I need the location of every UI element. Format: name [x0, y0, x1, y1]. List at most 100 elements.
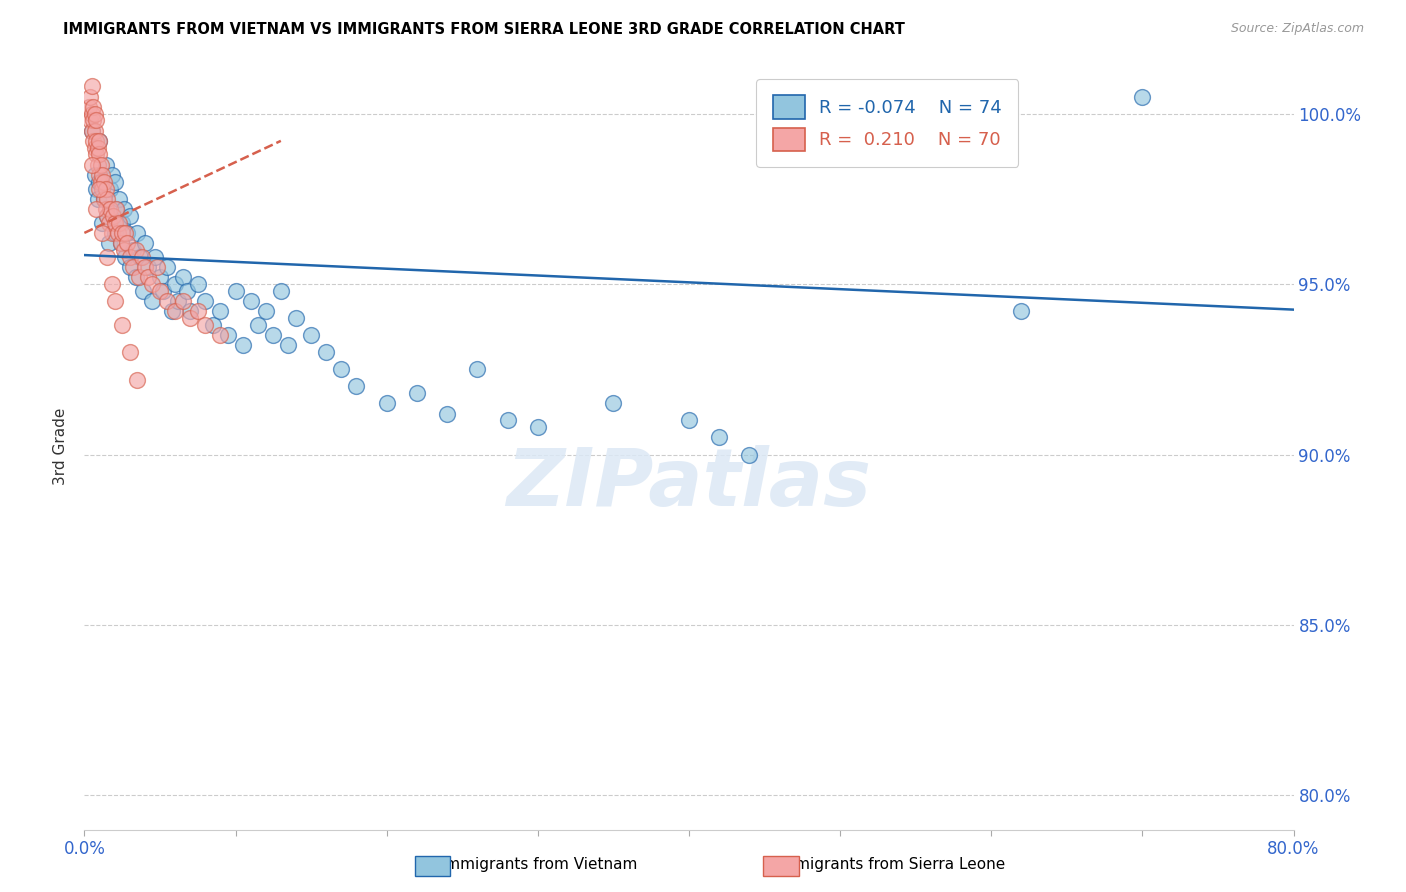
Point [90, 158, 112, 172]
Point [496, 413, 519, 427]
Point [86, 181, 108, 195]
Point [270, 284, 292, 298]
Point [254, 304, 277, 318]
Point [93, 192, 115, 206]
Point [111, 318, 134, 332]
Point [165, 277, 187, 291]
Point [112, 243, 135, 257]
Point [134, 236, 156, 251]
Point [80, 158, 103, 172]
Point [225, 284, 247, 298]
Point [209, 304, 232, 318]
Point [346, 379, 368, 393]
Text: Immigrants from Vietnam: Immigrants from Vietnam [432, 857, 637, 872]
Point [467, 362, 489, 376]
Point [89, 181, 111, 195]
Point [194, 318, 217, 332]
Point [209, 328, 232, 343]
Point [165, 304, 187, 318]
Point [299, 328, 322, 343]
Point [105, 202, 128, 216]
Point [100, 226, 122, 240]
Point [127, 226, 149, 240]
Point [145, 250, 167, 264]
Point [89, 168, 111, 182]
Point [79, 113, 101, 128]
Point [111, 216, 134, 230]
Point [101, 209, 124, 223]
Point [330, 362, 353, 376]
Point [134, 260, 156, 274]
Text: Source: ZipAtlas.com: Source: ZipAtlas.com [1230, 22, 1364, 36]
Point [141, 277, 163, 291]
Point [80, 79, 103, 94]
Point [89, 134, 111, 148]
Text: IMMIGRANTS FROM VIETNAM VS IMMIGRANTS FROM SIERRA LEONE 3RD GRADE CORRELATION CH: IMMIGRANTS FROM VIETNAM VS IMMIGRANTS FR… [63, 22, 905, 37]
Point [104, 175, 127, 189]
Point [84, 123, 107, 137]
Point [149, 284, 172, 298]
Point [87, 141, 110, 155]
Point [129, 250, 152, 264]
Point [89, 134, 111, 148]
Point [160, 304, 183, 318]
Point [82, 100, 104, 114]
Point [100, 168, 122, 182]
Point [96, 250, 118, 264]
Point [118, 209, 141, 223]
Point [80, 123, 103, 137]
Point [239, 294, 262, 309]
Point [100, 277, 122, 291]
Point [108, 192, 131, 206]
Point [167, 294, 190, 309]
Point [136, 270, 159, 285]
Point [375, 396, 398, 410]
Point [406, 386, 429, 401]
Point [121, 243, 143, 257]
Point [118, 345, 141, 359]
Point [114, 226, 136, 240]
Point [1011, 304, 1033, 318]
Point [247, 318, 270, 332]
Point [97, 236, 120, 251]
Point [149, 270, 172, 285]
Point [84, 106, 107, 120]
Point [87, 192, 110, 206]
Point [98, 181, 121, 195]
Point [112, 202, 135, 216]
Point [111, 226, 134, 240]
Point [201, 318, 224, 332]
Point [96, 192, 118, 206]
Point [709, 430, 731, 444]
Y-axis label: 3rd Grade: 3rd Grade [53, 408, 69, 484]
Point [176, 284, 198, 298]
Point [738, 448, 761, 462]
Point [132, 284, 155, 298]
Point [80, 106, 103, 120]
Point [1130, 89, 1153, 103]
Point [93, 175, 115, 189]
Point [602, 396, 624, 410]
Point [104, 216, 127, 230]
Point [436, 407, 458, 421]
Point [128, 270, 150, 285]
Point [118, 260, 141, 274]
Point [104, 226, 127, 240]
Point [94, 202, 117, 216]
Point [86, 113, 108, 128]
Point [105, 202, 128, 216]
Point [97, 216, 120, 230]
Point [107, 226, 129, 240]
Point [217, 328, 239, 343]
Point [104, 294, 127, 309]
Point [678, 413, 700, 427]
Point [232, 338, 254, 352]
Point [91, 226, 114, 240]
Point [80, 123, 103, 137]
Point [91, 168, 114, 182]
Point [107, 216, 129, 230]
Point [108, 216, 131, 230]
Point [146, 260, 169, 274]
Text: Immigrants from Sierra Leone: Immigrants from Sierra Leone [766, 857, 1005, 872]
Point [98, 202, 121, 216]
